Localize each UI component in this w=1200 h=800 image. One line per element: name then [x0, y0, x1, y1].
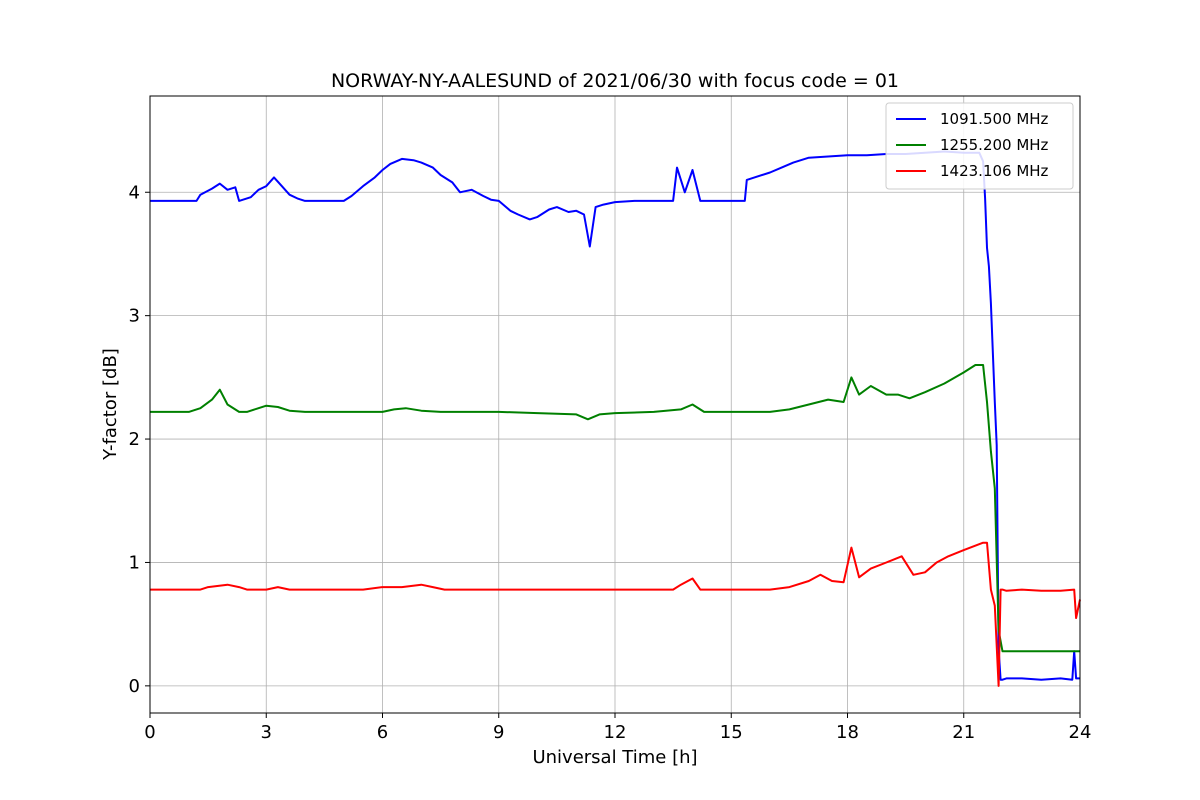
series-line-1255: [150, 364, 1080, 653]
legend: 1091.500 MHz 1255.200 MHz 1423.106 MHz: [885, 102, 1074, 190]
x-tick-label: 18: [836, 722, 859, 743]
y-tick-label: 0: [129, 676, 140, 697]
x-axis-label: Universal Time [h]: [532, 747, 697, 768]
x-tick-label: 15: [720, 722, 743, 743]
x-tick-label: 12: [604, 722, 627, 743]
y-tick-label: 4: [129, 182, 140, 203]
series-layer: [150, 150, 1081, 687]
legend-label-1091: 1091.500 MHz: [940, 110, 1049, 128]
y-tick-label: 1: [129, 552, 140, 573]
y-tick-label: 3: [129, 306, 140, 327]
series-line-1423: [150, 541, 1081, 687]
x-tick-label: 24: [1069, 722, 1092, 743]
series-line-1091: [150, 150, 1080, 681]
y-tick-label: 2: [129, 429, 140, 450]
legend-label-1423: 1423.106 MHz: [940, 162, 1049, 180]
legend-label-1255: 1255.200 MHz: [940, 136, 1049, 154]
chart-title: NORWAY-NY-AALESUND of 2021/06/30 with fo…: [331, 70, 899, 92]
x-tick-label: 21: [952, 722, 975, 743]
x-axis-ticks: 0 3 6 9 12 15 18 21 24: [144, 713, 1091, 743]
x-tick-label: 6: [377, 722, 388, 743]
legend-box: [885, 102, 1074, 190]
x-tick-label: 0: [144, 722, 155, 743]
x-tick-label: 9: [493, 722, 504, 743]
x-tick-label: 3: [261, 722, 272, 743]
y-axis-ticks: 0 1 2 3 4: [129, 182, 150, 697]
y-axis-label: Y-factor [dB]: [100, 348, 121, 461]
